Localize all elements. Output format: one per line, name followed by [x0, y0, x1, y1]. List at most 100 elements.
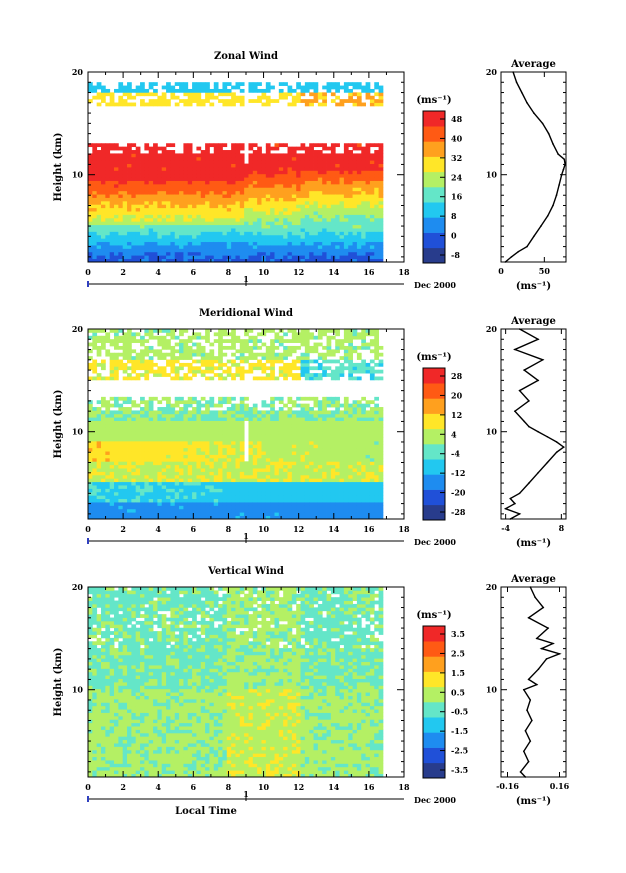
- heatmap-cell: [226, 461, 232, 466]
- heatmap-cell: [222, 156, 228, 161]
- heatmap-cell: [213, 197, 219, 202]
- heatmap-cell: [135, 420, 141, 425]
- heatmap-cell: [274, 413, 280, 418]
- heatmap-cell: [140, 474, 145, 479]
- heatmap-cell: [226, 180, 232, 185]
- heatmap-cell: [144, 190, 150, 195]
- heatmap-cell: [378, 241, 384, 246]
- heatmap-cell: [248, 515, 254, 520]
- heatmap-cell: [343, 221, 349, 226]
- heatmap-cell: [313, 177, 319, 181]
- heatmap-cell: [157, 190, 163, 195]
- heatmap-cell: [235, 217, 241, 222]
- heatmap-cell: [161, 339, 167, 343]
- heatmap-cell: [296, 177, 301, 181]
- heatmap-cell: [118, 82, 124, 86]
- heatmap-cell: [183, 424, 189, 428]
- heatmap-cell: [343, 217, 349, 222]
- heatmap-cell: [92, 454, 98, 459]
- heatmap-cell: [235, 183, 241, 188]
- heatmap-cell: [105, 417, 111, 421]
- heatmap-cell: [179, 512, 184, 516]
- profile-point: [555, 194, 558, 196]
- heatmap-cell: [92, 457, 98, 462]
- heatmap-cell: [300, 488, 306, 493]
- heatmap-cell: [109, 177, 115, 181]
- heatmap-cell: [218, 440, 223, 445]
- heatmap-cell: [153, 488, 158, 493]
- heatmap-cell: [265, 234, 271, 239]
- heatmap-cell: [196, 366, 202, 371]
- heatmap-cell: [127, 251, 132, 256]
- heatmap-cell: [252, 214, 258, 219]
- heatmap-cell: [322, 92, 327, 97]
- heatmap-cell: [174, 245, 180, 249]
- heatmap-cell: [283, 376, 288, 381]
- heatmap-cell: [270, 180, 275, 185]
- heatmap-cell: [261, 481, 267, 486]
- heatmap-cell: [174, 457, 180, 462]
- heatmap-cell: [218, 251, 223, 256]
- heatmap-cell: [205, 495, 210, 500]
- heatmap-cell: [296, 505, 301, 510]
- heatmap-cell: [239, 163, 245, 168]
- heatmap-cell: [244, 502, 249, 506]
- heatmap-cell: [148, 200, 154, 205]
- heatmap-cell: [161, 508, 167, 513]
- heatmap-cell: [291, 163, 297, 168]
- heatmap-cell: [205, 427, 210, 432]
- heatmap-cell: [274, 153, 280, 158]
- heatmap-cell: [140, 485, 145, 489]
- heatmap-cell: [239, 160, 245, 164]
- heatmap-cell: [187, 251, 193, 256]
- heatmap-cell: [92, 146, 98, 151]
- heatmap-cell: [174, 424, 180, 428]
- heatmap-cell: [278, 170, 284, 175]
- heatmap-cell: [105, 400, 111, 405]
- heatmap-cell: [174, 258, 180, 263]
- heatmap-cell: [335, 180, 340, 185]
- heatmap-cell: [300, 332, 306, 337]
- heatmap-cell: [148, 362, 154, 367]
- heatmap-cell: [157, 163, 163, 168]
- heatmap-cell: [114, 241, 119, 246]
- heatmap-cell: [170, 221, 176, 226]
- heatmap-cell: [213, 461, 219, 466]
- heatmap-cell: [265, 163, 271, 168]
- heatmap-cell: [213, 413, 219, 418]
- heatmap-cell: [131, 153, 137, 158]
- heatmap-cell: [278, 478, 284, 483]
- heatmap-cell: [196, 444, 202, 449]
- heatmap-cell: [183, 234, 189, 239]
- heatmap-cell: [144, 468, 150, 472]
- heatmap-cell: [105, 515, 111, 520]
- heatmap-cell: [131, 255, 137, 259]
- heatmap-cell: [157, 471, 163, 476]
- heatmap-cell: [88, 180, 93, 185]
- heatmap-cell: [300, 170, 306, 175]
- heatmap-cell: [300, 444, 306, 449]
- heatmap-cell: [157, 241, 163, 246]
- heatmap-cell: [257, 146, 262, 151]
- heatmap-cell: [96, 153, 102, 158]
- heatmap-cell: [148, 464, 154, 469]
- heatmap-cell: [330, 163, 336, 168]
- heatmap-cell: [235, 180, 241, 185]
- heatmap-cell: [365, 180, 371, 185]
- heatmap-cell: [278, 207, 284, 212]
- heatmap-cell: [118, 508, 124, 513]
- heatmap-cell: [222, 245, 228, 249]
- heatmap-cell: [140, 190, 145, 195]
- heatmap-cell: [313, 211, 319, 215]
- heatmap-cell: [235, 349, 241, 354]
- heatmap-cell: [348, 177, 353, 181]
- heatmap-cell: [248, 231, 254, 236]
- heatmap-cell: [157, 173, 163, 178]
- heatmap-cell: [200, 481, 206, 486]
- heatmap-cell: [174, 167, 180, 171]
- heatmap-cell: [231, 481, 236, 486]
- heatmap-cell: [118, 512, 124, 516]
- heatmap-cell: [283, 180, 288, 185]
- heatmap-cell: [209, 468, 215, 472]
- heatmap-cell: [278, 173, 284, 178]
